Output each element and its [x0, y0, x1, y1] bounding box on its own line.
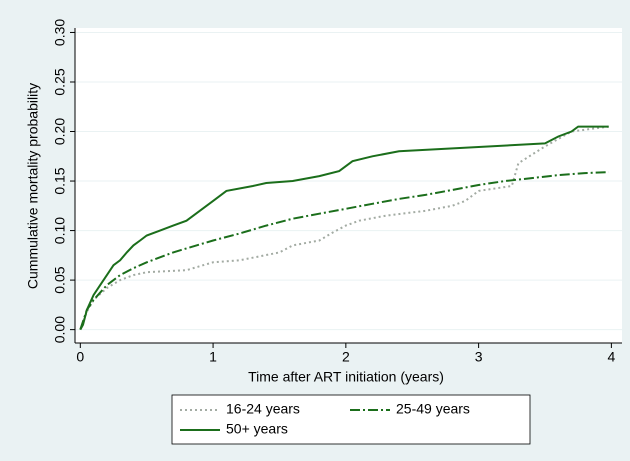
y-tick-label: 0.00: [52, 316, 68, 343]
series-line: [79, 125, 609, 331]
x-tick-label: 4: [607, 349, 615, 365]
y-tick-label: 0.30: [52, 19, 68, 46]
legend-label: 25-49 years: [396, 401, 470, 417]
legend-label: 16-24 years: [226, 401, 300, 417]
x-tick-label: 1: [209, 349, 217, 365]
y-tick-label: 0.10: [52, 217, 68, 244]
y-tick-label: 0.15: [52, 167, 68, 194]
plot-area: [75, 28, 622, 343]
legend: [171, 394, 531, 445]
y-axis-title: Cummulative mortality probability: [25, 83, 41, 289]
x-tick-label: 0: [76, 349, 84, 365]
y-tick-label: 0.20: [52, 118, 68, 145]
x-tick-label: 3: [475, 349, 483, 365]
y-tick-label: 0.25: [52, 68, 68, 95]
x-axis-title: Time after ART initiation (years): [248, 369, 444, 385]
series-line: [79, 125, 609, 330]
y-tick-label: 0.05: [52, 266, 68, 293]
x-tick-label: 2: [342, 349, 350, 365]
legend-label: 50+ years: [226, 421, 288, 437]
